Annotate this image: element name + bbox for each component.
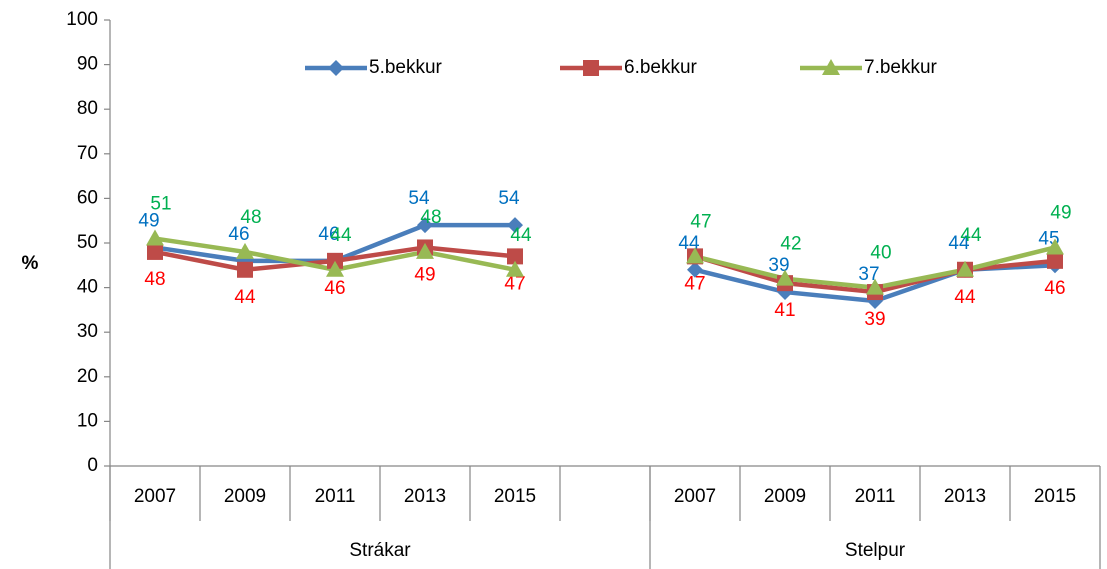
- data-label: 49: [138, 210, 159, 231]
- data-label: 46: [1044, 278, 1065, 299]
- data-label: 44: [234, 287, 256, 308]
- y-tick-label: 30: [77, 321, 98, 342]
- data-label: 47: [684, 273, 705, 294]
- marker: [822, 59, 840, 75]
- legend-label: 5.bekkur: [369, 57, 443, 78]
- data-label: 44: [960, 225, 982, 246]
- marker: [956, 260, 974, 277]
- data-label: 47: [690, 211, 711, 232]
- marker: [1047, 252, 1063, 269]
- marker: [1046, 238, 1064, 255]
- data-label: 39: [768, 255, 789, 276]
- y-tick-label: 50: [77, 232, 98, 253]
- marker: [326, 260, 344, 277]
- marker: [146, 229, 164, 246]
- y-tick-label: 60: [77, 187, 98, 208]
- marker: [583, 60, 599, 76]
- marker: [687, 261, 703, 278]
- data-label: 54: [408, 188, 430, 209]
- x-tick-label: 2009: [224, 486, 266, 507]
- series-line: [154, 236, 1056, 290]
- x-tick-label: 2007: [674, 486, 716, 507]
- y-tick-label: 20: [77, 366, 98, 387]
- x-tick-label: 2015: [1034, 486, 1076, 507]
- data-label: 46: [318, 224, 339, 245]
- y-tick-label: 90: [77, 54, 98, 75]
- marker: [147, 243, 163, 260]
- x-tick-label: 2015: [494, 486, 536, 507]
- marker: [237, 261, 253, 278]
- x-tick-label: 2011: [315, 486, 356, 507]
- data-label: 40: [870, 243, 891, 264]
- marker: [866, 278, 884, 295]
- y-tick-label: 100: [66, 9, 98, 30]
- data-label: 51: [150, 194, 171, 215]
- marker: [328, 60, 344, 76]
- data-label: 44: [948, 233, 970, 254]
- marker: [417, 217, 433, 234]
- data-label: 46: [324, 278, 345, 299]
- x-tick-label: 2013: [404, 486, 446, 507]
- data-label: 46: [228, 224, 249, 245]
- y-tick-label: 40: [77, 277, 98, 298]
- data-label: 47: [504, 273, 525, 294]
- y-tick-label: 70: [77, 143, 98, 164]
- marker: [236, 242, 254, 259]
- marker: [776, 269, 794, 286]
- legend-label: 7.bekkur: [864, 57, 938, 78]
- data-label: 42: [780, 234, 801, 255]
- data-label: 41: [774, 300, 795, 321]
- data-label: 54: [498, 188, 520, 209]
- marker: [416, 242, 434, 259]
- x-tick-label: 2011: [855, 486, 896, 507]
- marker: [507, 217, 523, 234]
- y-axis-label: %: [22, 253, 39, 274]
- data-label: 44: [510, 225, 532, 246]
- data-label: 48: [144, 269, 165, 290]
- y-tick-label: 0: [87, 455, 98, 476]
- data-label: 49: [414, 264, 435, 285]
- x-tick-label: 2007: [134, 486, 176, 507]
- data-label: 49: [1050, 202, 1071, 223]
- data-label: 48: [240, 207, 261, 228]
- y-tick-label: 80: [77, 98, 98, 119]
- data-label: 44: [330, 225, 352, 246]
- data-label: 48: [420, 207, 441, 228]
- x-tick-label: 2013: [944, 486, 986, 507]
- group-label: Strákar: [349, 540, 411, 561]
- marker: [686, 247, 704, 264]
- data-label: 44: [954, 287, 976, 308]
- marker: [506, 260, 524, 277]
- legend-label: 6.bekkur: [624, 57, 698, 78]
- y-tick-label: 10: [77, 410, 98, 431]
- data-label: 37: [858, 264, 879, 285]
- group-label: Stelpur: [845, 540, 906, 561]
- marker: [507, 248, 523, 265]
- data-label: 39: [864, 309, 885, 330]
- x-tick-label: 2009: [764, 486, 806, 507]
